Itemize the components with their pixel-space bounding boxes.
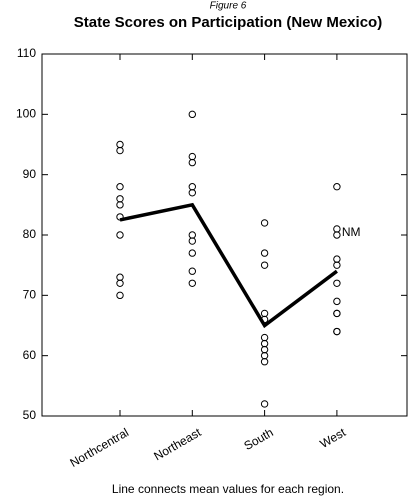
data-point [260,345,269,354]
data-point [188,158,197,167]
data-point [116,140,124,149]
data-point [188,189,197,197]
y-tick-label: 50 [23,408,37,422]
x-tick-label: South [242,425,276,453]
chart-subtitle: Figure 6 [210,1,247,12]
data-point [333,261,341,269]
y-tick-label: 90 [23,167,37,181]
data-point [260,333,269,342]
y-tick-label: 70 [23,288,37,302]
data-point [188,279,197,287]
data-point [188,267,197,275]
chart-title: State Scores on Participation (New Mexic… [74,14,382,31]
data-point [260,219,269,227]
data-point [188,110,197,119]
x-tick-label: West [317,425,348,451]
data-point [333,297,341,306]
data-point [116,273,124,281]
data-point [333,225,341,233]
data-point [333,231,341,239]
data-point [116,213,124,221]
caption: Line connects mean values for each regio… [112,482,344,496]
data-point [188,231,197,239]
x-tick-label: Northeast [151,425,204,463]
data-point [116,291,124,300]
y-tick-label: 110 [17,46,36,60]
data-point [188,183,197,191]
data-point [116,279,124,287]
data-point [333,327,341,336]
data-point [260,249,269,257]
data-point [333,183,341,191]
data-point [260,339,269,348]
data-point [333,255,341,263]
mean-line [119,202,338,329]
data-point [116,231,124,239]
data-point [260,400,269,408]
data-point [188,249,197,257]
data-point [260,351,269,360]
data-point [116,201,124,209]
y-tick-label: 80 [23,227,37,241]
y-tick-label: 100 [16,107,36,121]
x-tick-label: Northcentral [67,425,131,470]
data-point [188,152,197,161]
data-point [333,279,341,287]
data-point [116,195,124,203]
data-point [260,261,269,269]
data-point [116,183,124,191]
y-tick-label: 60 [23,348,37,362]
data-point [260,358,269,366]
data-point [188,237,197,245]
annotation: NM [342,225,361,239]
data-point [116,146,124,155]
data-point [333,309,341,318]
data-point [260,309,269,318]
